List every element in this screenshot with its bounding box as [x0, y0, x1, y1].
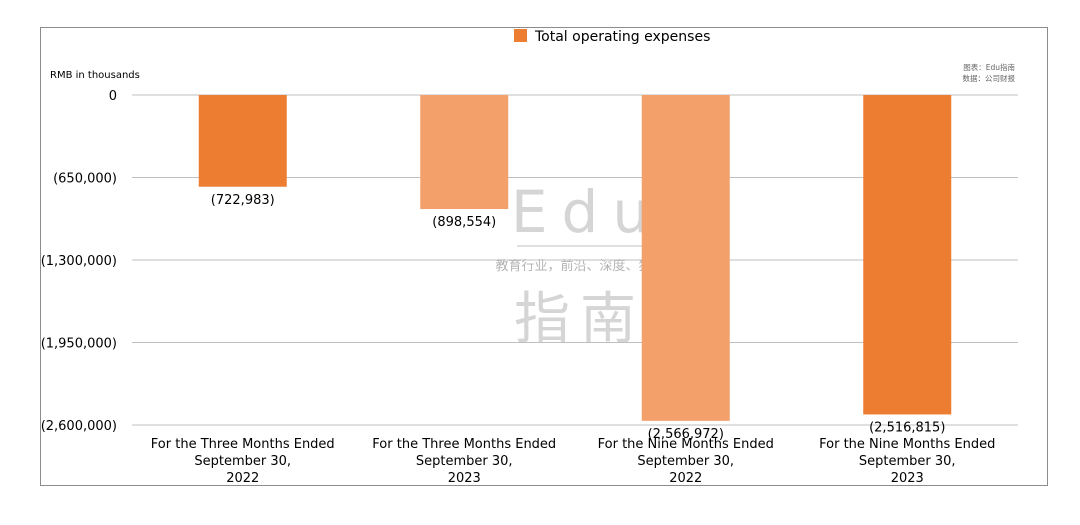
bar — [641, 95, 730, 421]
chart-frame — [40, 27, 1048, 486]
x-tick-label: 2022 — [669, 471, 702, 486]
x-tick-label: September 30, — [416, 454, 513, 469]
legend-swatch — [514, 29, 527, 42]
x-axis-labels: For the Three Months Ended September 30, 2… — [151, 437, 996, 486]
y-tick-label: (1,300,000) — [41, 254, 117, 269]
y-tick-label: (2,600,000) — [41, 419, 117, 434]
watermark-zhinan: 指南 — [514, 287, 646, 352]
x-tick-label: September 30, — [637, 454, 734, 469]
x-tick-label: 2023 — [891, 471, 924, 486]
x-tick-label: For the Nine Months Ended — [819, 437, 995, 452]
value-labels: (722,983) (898,554) (2,566,972) (2,516,815) — [211, 193, 946, 442]
watermark-edu: Edu — [511, 178, 663, 246]
x-tick-label: For the Nine Months Ended — [598, 437, 774, 452]
x-tick-label: September 30, — [194, 454, 291, 469]
watermark-slogan: 教育行业，前沿、深度、独家 — [495, 258, 664, 274]
value-label: (898,554) — [432, 215, 496, 230]
y-tick-label: (650,000) — [53, 172, 117, 187]
value-label: (722,983) — [211, 193, 275, 208]
bar — [198, 95, 287, 187]
unit-label: RMB in thousands — [50, 70, 140, 81]
legend: Total operating expenses — [514, 29, 710, 45]
x-tick-label: For the Three Months Ended — [372, 437, 556, 452]
x-tick-label: For the Three Months Ended — [151, 437, 335, 452]
x-tick-label: September 30, — [859, 454, 956, 469]
x-tick-label: 2022 — [226, 471, 259, 486]
y-tick-label: 0 — [109, 89, 117, 104]
bars — [198, 95, 952, 421]
source-line-1: 图表：Edu指南 — [963, 62, 1015, 72]
y-tick-label: (1,950,000) — [41, 337, 117, 352]
value-label: (2,566,972) — [648, 427, 724, 442]
bar — [420, 95, 509, 210]
legend-label: Total operating expenses — [534, 29, 710, 45]
bar — [863, 95, 952, 415]
watermark: Edu 教育行业，前沿、深度、独家 指南 — [495, 178, 664, 352]
source-line-2: 数据：公司财报 — [963, 73, 1016, 83]
y-axis-ticks: 0 (650,000) (1,300,000) (1,950,000) (2,600,0… — [41, 89, 117, 434]
x-tick-label: 2023 — [448, 471, 481, 486]
value-label: (2,516,815) — [869, 420, 945, 435]
